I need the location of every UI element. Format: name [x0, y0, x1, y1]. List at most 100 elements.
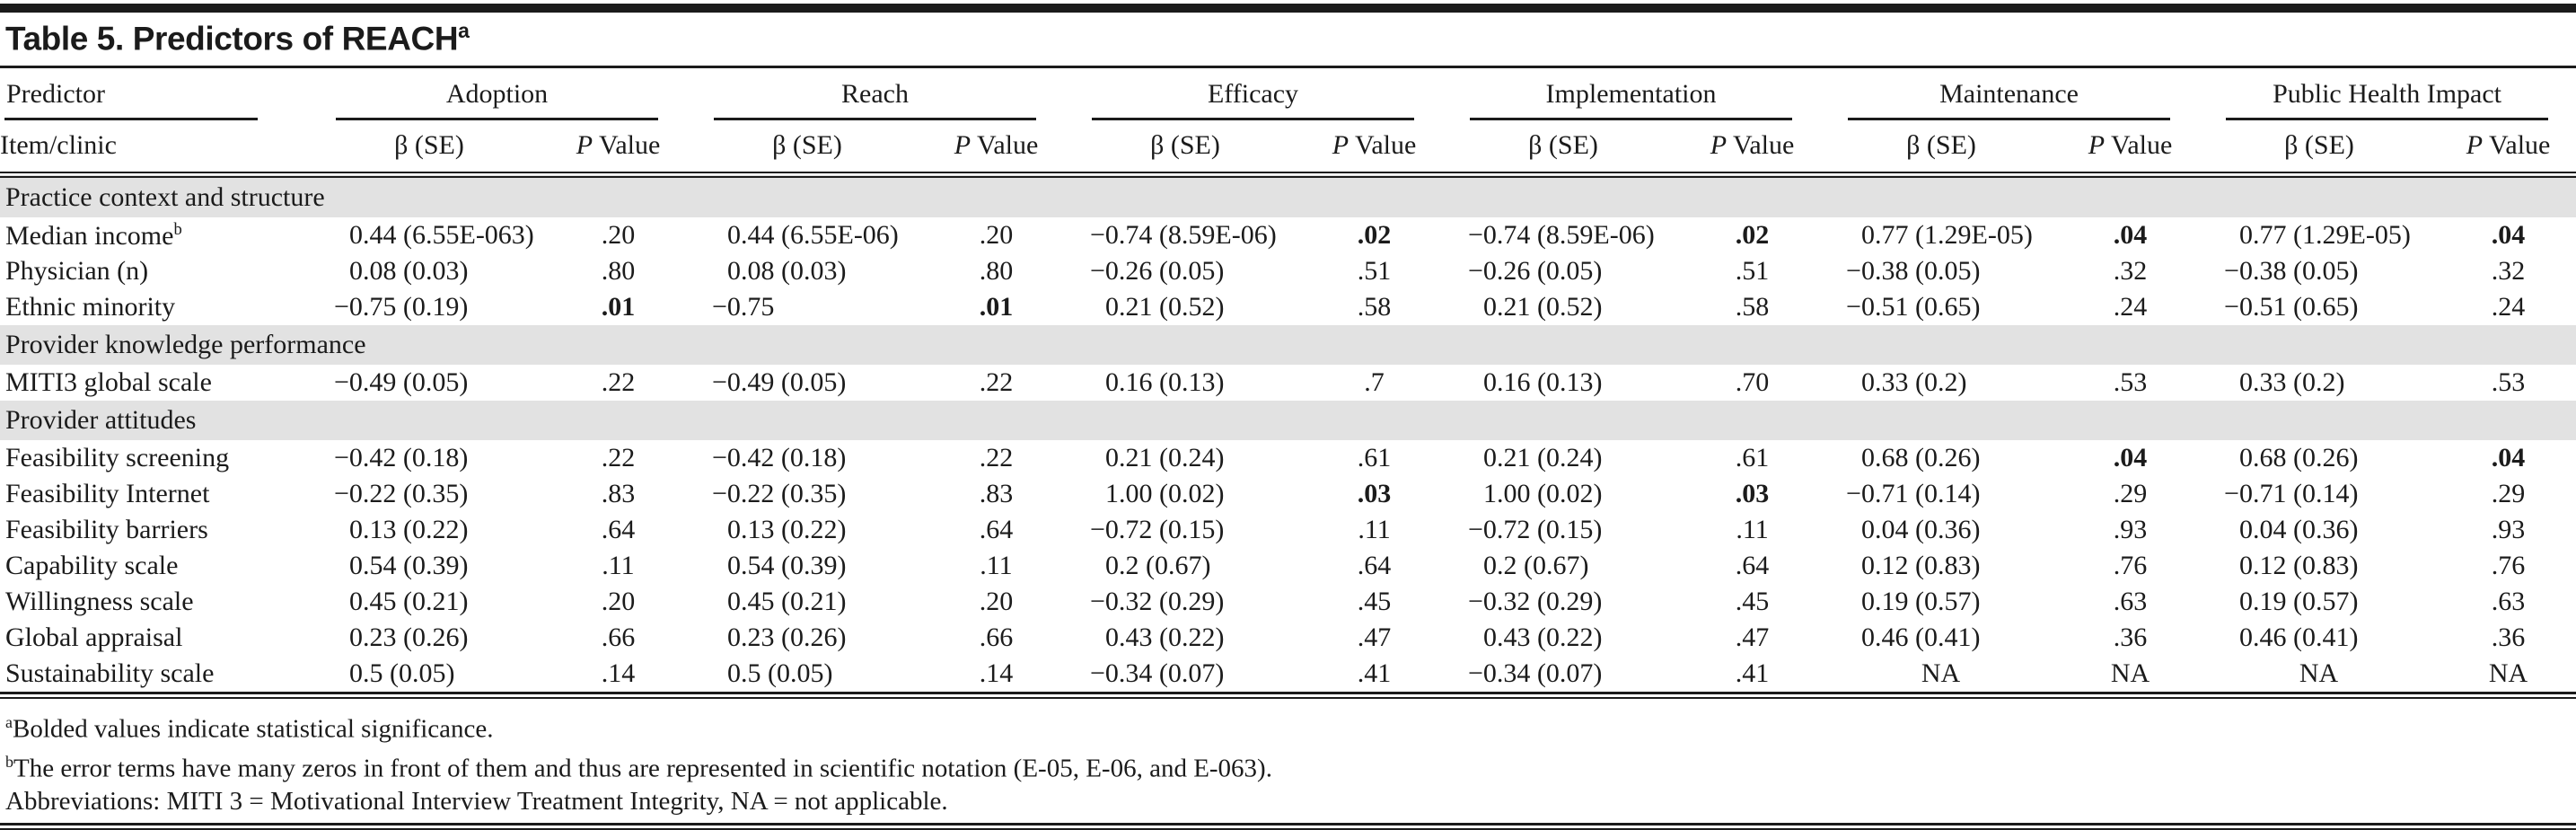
beta-se-cell: 0.68 (0.26): [2239, 443, 2359, 473]
p-value-cell: .63: [2113, 587, 2148, 617]
row-label: Willingness scale: [5, 587, 194, 617]
table-row: Capability scale 0.54 (0.39) .11 0.54 (0.39…: [0, 548, 2576, 584]
table-row: Feasibility barriers 0.13 (0.22) .64 0.13 (…: [0, 512, 2576, 548]
footnote-line: bThe error terms have many zeros in fron…: [5, 752, 1272, 783]
beta-se-cell: 0.5 (0.05): [727, 658, 833, 689]
p-value-cell: .20: [601, 220, 636, 251]
beta-se-header: β (SE): [686, 121, 928, 179]
beta-se-cell: 0.45 (0.21): [727, 587, 847, 617]
p-value-cell: .61: [1735, 443, 1770, 473]
p-value-cell: .29: [2491, 479, 2526, 509]
p-value-cell: .66: [979, 622, 1014, 653]
p-value-cell: .04: [2491, 443, 2526, 473]
group-header-adoption: Adoption: [308, 68, 686, 121]
table-row: Feasibility screening −0.42 (0.18) .22 −0.4…: [0, 440, 2576, 476]
beta-se-cell: −0.34 (0.07): [1090, 658, 1225, 689]
p-value-cell: .64: [1735, 551, 1770, 581]
beta-se-cell: 1.00 (0.02): [1105, 479, 1225, 509]
beta-se-cell: −0.26 (0.05): [1090, 256, 1225, 287]
beta-se-cell: 0.12 (0.83): [2239, 551, 2359, 581]
beta-se-cell: −0.38 (0.05): [2224, 256, 2359, 287]
p-value-cell: .29: [2113, 479, 2148, 509]
p-value-cell: .76: [2491, 551, 2526, 581]
beta-se-cell: 0.77 (1.29E-05): [1861, 220, 2033, 251]
beta-se-cell: −0.22 (0.35): [712, 479, 847, 509]
beta-se-cell: −0.75: [712, 292, 775, 322]
p-value-cell: .04: [2113, 220, 2148, 251]
p-value-cell: .22: [979, 367, 1014, 398]
row-label: Feasibility barriers: [5, 515, 208, 545]
beta-se-cell: 0.54 (0.39): [727, 551, 847, 581]
beta-se-cell: 0.21 (0.24): [1105, 443, 1225, 473]
beta-se-header: β (SE): [1820, 121, 2063, 179]
p-value-cell: .45: [1357, 587, 1392, 617]
beta-se-cell: −0.32 (0.29): [1468, 587, 1603, 617]
beta-se-cell: −0.32 (0.29): [1090, 587, 1225, 617]
p-value-cell: .66: [601, 622, 636, 653]
p-value-cell: .11: [1736, 515, 1769, 545]
group-header-public-health-impact: Public Health Impact: [2198, 68, 2576, 121]
p-value-cell: .20: [601, 587, 636, 617]
table-row: Physician (n) 0.08 (0.03) .80 0.08 (0.03) .8…: [0, 253, 2576, 289]
section-header: Provider knowledge performance: [0, 325, 2576, 366]
beta-se-cell: 0.43 (0.22): [1483, 622, 1603, 653]
section-header-row: Provider knowledge performance: [0, 325, 2576, 366]
p-value-header: P Value: [1306, 121, 1443, 179]
beta-se-cell: 0.16 (0.13): [1105, 367, 1225, 398]
beta-se-cell: 0.04 (0.36): [1861, 515, 1981, 545]
beta-se-cell: 0.19 (0.57): [1861, 587, 1981, 617]
p-value-cell: .80: [601, 256, 636, 287]
table-row: Global appraisal 0.23 (0.26) .66 0.23 (0.26…: [0, 620, 2576, 656]
p-value-cell: .83: [601, 479, 636, 509]
p-value-cell: .22: [601, 443, 636, 473]
p-value-cell: .58: [1735, 292, 1770, 322]
p-value-header: P Value: [928, 121, 1064, 179]
p-value-cell: .53: [2491, 367, 2526, 398]
p-value-cell: .70: [1735, 367, 1770, 398]
p-value-cell: .93: [2491, 515, 2526, 545]
beta-se-cell: 0.77 (1.29E-05): [2239, 220, 2411, 251]
sub-header-row: Item/clinic β (SE) P Value β (SE) P Valu…: [0, 121, 2576, 179]
beta-se-header: β (SE): [1064, 121, 1306, 179]
p-value-header: P Value: [550, 121, 686, 179]
table-row: MITI3 global scale −0.49 (0.05) .22 −0.49 (…: [0, 365, 2576, 401]
p-value-cell: .11: [980, 551, 1013, 581]
p-value-cell: .47: [1735, 622, 1770, 653]
group-header-efficacy: Efficacy: [1064, 68, 1442, 121]
predictors-table: Predictor Adoption Reach Efficacy Implem…: [0, 68, 2576, 692]
table-row: Median incomeb 0.44 (6.55E-063) .20 0.44 (6…: [0, 217, 2576, 253]
beta-se-cell: 0.2 (0.67): [1483, 551, 1589, 581]
p-value-cell: .45: [1735, 587, 1770, 617]
beta-se-cell: 0.54 (0.39): [349, 551, 469, 581]
footnote-line: Abbreviations: MITI 3 = Motivational Int…: [5, 786, 948, 816]
row-label: MITI3 global scale: [5, 367, 212, 398]
p-value-cell: .20: [979, 220, 1014, 251]
beta-se-cell: −0.71 (0.14): [1846, 479, 1981, 509]
p-value-cell: NA: [2110, 658, 2150, 689]
table-title-footnote-marker: a: [458, 19, 470, 42]
p-value-cell: .02: [1357, 220, 1392, 251]
beta-se-cell: NA: [2299, 658, 2339, 689]
p-value-cell: .02: [1735, 220, 1770, 251]
p-value-cell: .47: [1357, 622, 1392, 653]
beta-se-cell: −0.75 (0.19): [334, 292, 469, 322]
row-label-footnote-marker: b: [173, 219, 182, 239]
p-value-cell: .7: [1364, 367, 1385, 398]
beta-se-cell: 0.13 (0.22): [727, 515, 847, 545]
beta-se-cell: 0.43 (0.22): [1105, 622, 1225, 653]
beta-se-cell: −0.51 (0.65): [2224, 292, 2359, 322]
beta-se-cell: 0.44 (6.55E-06): [727, 220, 899, 251]
p-value-cell: NA: [2488, 658, 2528, 689]
p-value-cell: .51: [1735, 256, 1770, 287]
beta-se-cell: 0.21 (0.24): [1483, 443, 1603, 473]
beta-se-cell: 0.12 (0.83): [1861, 551, 1981, 581]
p-value-cell: .61: [1357, 443, 1392, 473]
row-label: Feasibility Internet: [5, 479, 210, 509]
beta-se-cell: 1.00 (0.02): [1483, 479, 1603, 509]
beta-se-cell: −0.26 (0.05): [1468, 256, 1603, 287]
row-label: Sustainability scale: [5, 658, 215, 689]
beta-se-cell: 0.21 (0.52): [1105, 292, 1225, 322]
p-value-cell: .04: [2113, 443, 2148, 473]
beta-se-cell: 0.13 (0.22): [349, 515, 469, 545]
row-label: Physician (n): [5, 256, 149, 287]
